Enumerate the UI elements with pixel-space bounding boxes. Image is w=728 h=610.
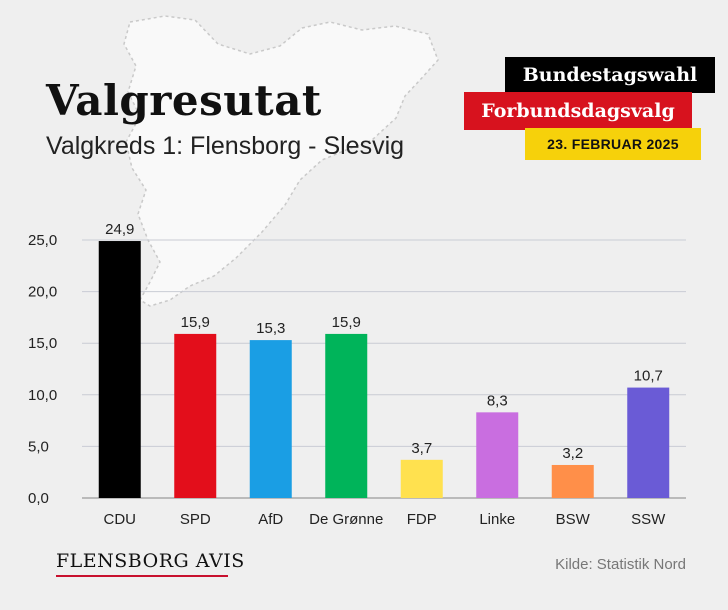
source-note: Kilde: Statistik Nord bbox=[555, 556, 686, 573]
election-badge-danish: Forbundsdagsvalg bbox=[464, 92, 692, 130]
data-label: 10,7 bbox=[634, 368, 663, 385]
x-tick-label: BSW bbox=[556, 511, 591, 528]
bar-4 bbox=[400, 459, 443, 498]
data-label: 15,9 bbox=[181, 314, 210, 331]
y-tick-label: 10,0 bbox=[28, 387, 57, 404]
data-label: 3,7 bbox=[411, 440, 432, 457]
data-label: 24,9 bbox=[105, 221, 134, 238]
bar-3 bbox=[325, 333, 368, 498]
bar-1 bbox=[174, 333, 217, 498]
logo-flensborg-avis: FLENSBORG AVIS bbox=[56, 550, 245, 572]
bar-7 bbox=[627, 387, 670, 498]
data-label: 15,3 bbox=[256, 320, 285, 337]
y-tick-label: 20,0 bbox=[28, 284, 57, 301]
bar-0 bbox=[98, 241, 141, 499]
page-title: Valgresutat bbox=[46, 76, 322, 125]
y-tick-label: 25,0 bbox=[28, 232, 57, 249]
x-tick-label: SSW bbox=[631, 511, 666, 528]
page-subtitle: Valgkreds 1: Flensborg - Slesvig bbox=[46, 132, 405, 160]
x-tick-label: CDU bbox=[104, 511, 137, 528]
logo-underline bbox=[56, 575, 228, 577]
x-tick-label: De Grønne bbox=[309, 511, 383, 528]
bar-6 bbox=[551, 464, 594, 498]
x-tick-label: Linke bbox=[479, 511, 515, 528]
y-tick-label: 0,0 bbox=[28, 490, 49, 507]
data-label: 8,3 bbox=[487, 392, 508, 409]
x-tick-label: AfD bbox=[258, 511, 283, 528]
y-tick-label: 5,0 bbox=[28, 438, 49, 455]
y-tick-label: 15,0 bbox=[28, 335, 57, 352]
x-tick-label: SPD bbox=[180, 511, 211, 528]
election-date-badge: 23. FEBRUAR 2025 bbox=[525, 128, 701, 160]
election-badge-german: Bundestagswahl bbox=[505, 57, 715, 93]
x-tick-label: FDP bbox=[407, 511, 437, 528]
data-label: 15,9 bbox=[332, 314, 361, 331]
bar-5 bbox=[476, 412, 519, 498]
data-label: 3,2 bbox=[562, 445, 583, 462]
bar-2 bbox=[249, 340, 292, 498]
